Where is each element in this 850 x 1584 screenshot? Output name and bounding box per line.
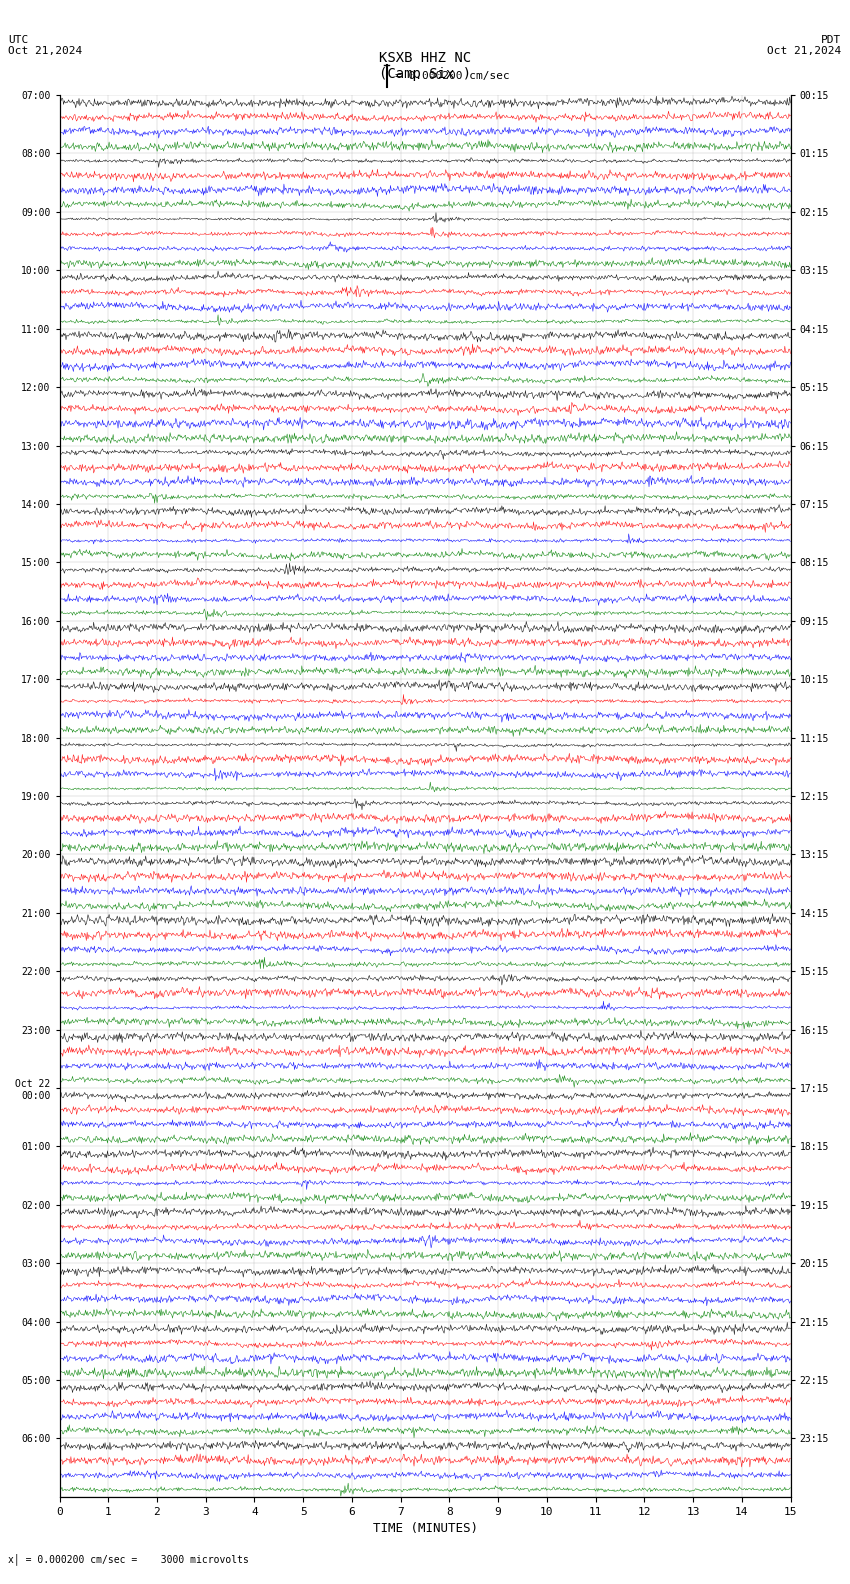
Text: KSXB HHZ NC
(Camp Six ): KSXB HHZ NC (Camp Six ) [379,51,471,81]
Text: PDT
Oct 21,2024: PDT Oct 21,2024 [768,35,842,57]
X-axis label: TIME (MINUTES): TIME (MINUTES) [372,1522,478,1535]
Text: = 0.000200 cm/sec: = 0.000200 cm/sec [395,71,510,81]
Text: x│ = 0.000200 cm/sec =    3000 microvolts: x│ = 0.000200 cm/sec = 3000 microvolts [8,1554,249,1565]
Text: UTC
Oct 21,2024: UTC Oct 21,2024 [8,35,82,57]
